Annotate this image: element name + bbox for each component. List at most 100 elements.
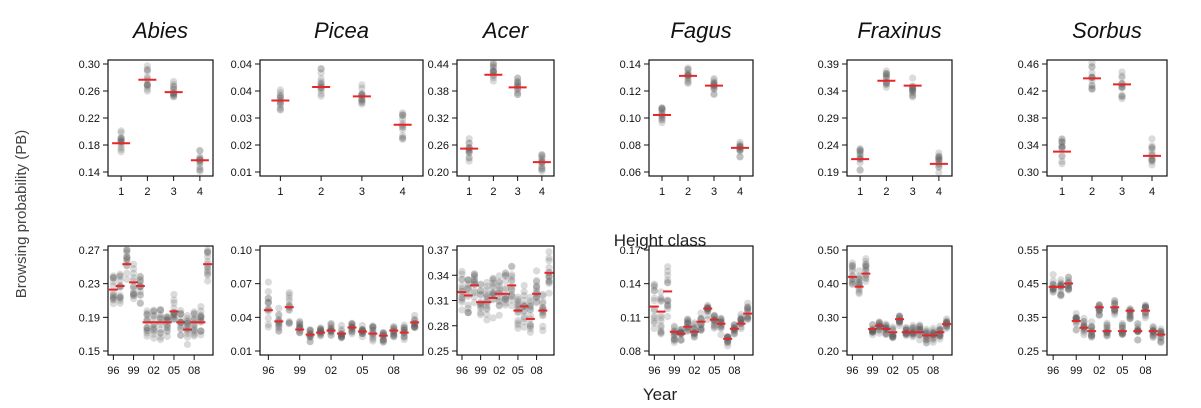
data-point <box>306 337 314 346</box>
data-point <box>744 316 752 324</box>
data-point <box>935 156 943 164</box>
data-point <box>458 282 466 290</box>
data-point <box>177 306 185 315</box>
data-point <box>514 89 522 97</box>
x-tick-label: 2 <box>490 186 496 198</box>
data-point <box>670 331 678 339</box>
data-point <box>489 282 497 290</box>
data-point <box>170 83 178 91</box>
data-point <box>1088 324 1096 332</box>
data-point <box>116 272 124 281</box>
data-point <box>358 89 366 98</box>
data-point <box>1134 336 1142 344</box>
data-point <box>116 291 124 299</box>
data-point <box>539 322 547 330</box>
data-point <box>501 271 510 280</box>
data-point <box>109 291 117 299</box>
data-point <box>379 338 387 346</box>
data-point <box>285 317 293 326</box>
data-point <box>532 299 541 307</box>
data-point <box>1118 321 1126 329</box>
panel-frame <box>648 245 754 356</box>
data-point <box>1111 299 1119 307</box>
y-tick-label: 0.29 <box>818 113 839 125</box>
data-point <box>477 281 485 289</box>
data-point <box>489 67 497 75</box>
data-point <box>862 267 870 275</box>
data-point <box>532 278 541 286</box>
data-point <box>1080 314 1088 323</box>
y-tick-label: 0.45 <box>1018 279 1039 291</box>
data-point <box>710 78 718 87</box>
data-point <box>1148 155 1156 164</box>
data-point <box>929 338 937 346</box>
data-point <box>465 135 473 143</box>
data-point <box>143 82 151 90</box>
data-point <box>532 282 541 290</box>
data-point <box>520 308 528 316</box>
data-point <box>895 314 904 322</box>
data-point <box>470 278 479 286</box>
data-point <box>889 333 897 342</box>
y-tick-label: 0.34 <box>818 86 839 98</box>
data-point <box>264 278 272 286</box>
data-point <box>717 331 725 339</box>
data-point <box>650 319 658 327</box>
data-point <box>156 325 165 334</box>
data-point <box>358 96 366 104</box>
data-point <box>400 323 408 331</box>
data-point <box>196 168 204 176</box>
data-point <box>532 276 541 285</box>
data-point <box>390 323 398 331</box>
data-point <box>143 73 151 81</box>
data-point <box>889 331 897 339</box>
data-point <box>545 254 553 262</box>
data-point <box>538 154 546 162</box>
data-point <box>1118 72 1126 80</box>
data-point <box>736 153 744 161</box>
data-point <box>936 335 944 343</box>
data-point <box>1118 83 1126 91</box>
data-point <box>204 268 212 276</box>
data-point <box>129 282 138 290</box>
data-point <box>650 286 658 295</box>
data-point <box>285 289 293 297</box>
y-tick-label: 0.28 <box>428 321 449 333</box>
data-point <box>664 300 672 309</box>
data-point <box>539 304 547 312</box>
data-point <box>123 269 131 277</box>
data-point <box>1049 288 1057 296</box>
data-point <box>1088 323 1096 331</box>
data-point <box>657 295 665 303</box>
data-point <box>400 324 408 332</box>
data-point <box>658 105 666 113</box>
data-point <box>143 324 151 333</box>
data-point <box>109 282 117 290</box>
y-tick-label: 0.02 <box>231 140 252 152</box>
data-point <box>1058 138 1066 146</box>
data-point <box>317 78 325 86</box>
data-point <box>458 285 466 293</box>
data-point <box>697 326 705 334</box>
data-point <box>489 288 497 297</box>
x-tick-label: 99 <box>1070 365 1082 377</box>
data-point <box>882 67 890 75</box>
data-point <box>390 330 398 338</box>
data-point <box>514 74 522 82</box>
data-point <box>1148 142 1156 150</box>
data-point <box>379 328 387 336</box>
data-point <box>123 275 131 283</box>
data-point <box>916 322 924 330</box>
data-point <box>411 323 419 332</box>
data-point <box>532 267 541 275</box>
data-point <box>170 290 178 299</box>
data-point <box>156 329 165 337</box>
data-point <box>657 329 665 337</box>
data-point <box>109 272 117 280</box>
data-point <box>1072 313 1080 321</box>
data-point <box>508 273 516 281</box>
data-point <box>276 101 284 109</box>
x-tick-label: 08 <box>927 365 939 377</box>
data-point <box>495 311 503 319</box>
data-point <box>495 279 503 287</box>
